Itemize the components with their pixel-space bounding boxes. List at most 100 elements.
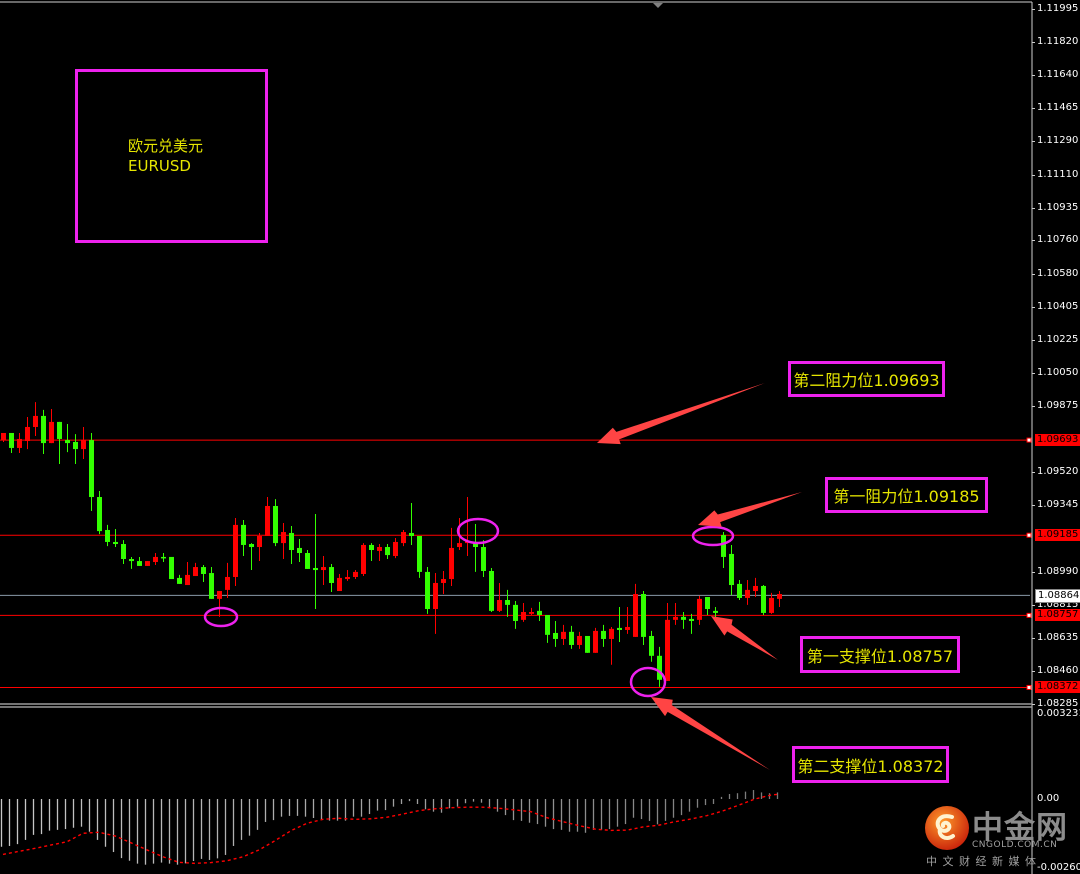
- price-tick-label: 1.10050: [1037, 367, 1079, 379]
- candle: [641, 591, 646, 645]
- level-line-handle[interactable]: [1026, 437, 1032, 443]
- candle: [777, 591, 782, 607]
- candle: [265, 497, 270, 536]
- candle-body: [369, 544, 374, 551]
- candle: [169, 556, 174, 580]
- candle: [497, 582, 502, 612]
- candle-body: [345, 576, 350, 580]
- price-tick-mark: [1032, 340, 1035, 342]
- level-line-handle[interactable]: [1026, 612, 1032, 618]
- candle-body: [633, 594, 638, 637]
- candle: [321, 556, 326, 586]
- price-tick-mark: [1032, 604, 1035, 606]
- price-tick-mark: [1032, 141, 1035, 143]
- candle: [217, 591, 222, 617]
- candle: [241, 520, 246, 557]
- candle-body: [481, 547, 486, 571]
- candle: [665, 603, 670, 681]
- price-tick-label: 1.11110: [1037, 168, 1079, 180]
- candle-body: [625, 626, 630, 630]
- price-tick-mark: [1032, 406, 1035, 407]
- price-tick-label: 1.10935: [1037, 201, 1079, 213]
- candle: [737, 579, 742, 601]
- candle: [657, 646, 662, 687]
- candle: [201, 564, 206, 583]
- candle: [177, 574, 182, 584]
- candle: [369, 543, 374, 562]
- candle: [313, 514, 318, 609]
- candle-body: [545, 614, 550, 635]
- price-tick-label: 1.09520: [1037, 466, 1079, 478]
- candle-body: [505, 600, 510, 605]
- candle-body: [49, 421, 54, 444]
- price-tick-mark: [1032, 240, 1035, 242]
- price-tick-label: 1.10580: [1037, 267, 1079, 279]
- candle: [33, 402, 38, 436]
- resistance-1-label: 第一阻力位1.09185: [825, 477, 988, 513]
- candle: [273, 499, 278, 547]
- candle: [681, 611, 686, 629]
- price-tick-mark: [1032, 273, 1035, 275]
- candle-body: [649, 635, 654, 656]
- candle-body: [9, 432, 14, 448]
- candle: [209, 567, 214, 599]
- candle: [409, 503, 414, 545]
- candle: [393, 538, 398, 559]
- candle-body: [41, 415, 46, 444]
- cngold-logo: 中金网 CNGOLD.COM.CN 中 文 财 经 新 媒 体: [918, 800, 1078, 872]
- candle-body: [569, 631, 574, 645]
- level-line-handle[interactable]: [1026, 684, 1032, 690]
- candle-body: [233, 524, 238, 577]
- highlight-ellipse: [691, 525, 735, 547]
- candle: [233, 517, 238, 586]
- candle-body: [105, 529, 110, 542]
- price-tick-label: 1.11995: [1037, 3, 1079, 14]
- candle: [545, 614, 550, 643]
- candle: [609, 626, 614, 665]
- price-tick-label: 1.08990: [1037, 565, 1079, 577]
- candle: [633, 583, 638, 637]
- candle-body: [553, 632, 558, 639]
- price-tick-label: 1.09345: [1037, 499, 1079, 511]
- candle: [193, 562, 198, 577]
- candle-body: [145, 561, 150, 566]
- candle: [401, 529, 406, 547]
- candle: [481, 540, 486, 577]
- candle-body: [513, 604, 518, 621]
- chart-shift-marker-icon[interactable]: [653, 3, 663, 8]
- candle-body: [73, 441, 78, 450]
- macd-signal-line: [2, 793, 780, 865]
- candle-body: [585, 635, 590, 653]
- candle-body: [289, 532, 294, 551]
- highlight-ellipse: [456, 517, 500, 545]
- current-price-label: 1.08864: [1035, 589, 1080, 604]
- candle: [617, 606, 622, 642]
- candle-body: [65, 440, 70, 444]
- candle-body: [1, 432, 6, 441]
- price-tick-label: 1.08635: [1037, 632, 1079, 644]
- candle-body: [257, 535, 262, 548]
- price-tick-mark: [1032, 472, 1035, 474]
- candle: [769, 592, 774, 614]
- candle-body: [665, 619, 670, 681]
- level-line-handle[interactable]: [1026, 532, 1032, 538]
- candle: [97, 491, 102, 535]
- candle: [553, 620, 558, 647]
- candle: [513, 600, 518, 629]
- arrow-to-support-2: [651, 697, 770, 770]
- macd-axis-max: 0.003231: [1037, 708, 1080, 719]
- price-tick-label: 1.08815: [1037, 598, 1079, 610]
- candle: [289, 526, 294, 565]
- candle: [753, 577, 758, 598]
- price-tick-mark: [1032, 373, 1035, 375]
- candle-body: [33, 415, 38, 427]
- price-tick-mark: [1032, 41, 1035, 43]
- candle-body: [17, 438, 22, 448]
- candle: [417, 535, 422, 578]
- candle-body: [121, 544, 126, 559]
- candle-body: [217, 591, 222, 599]
- arrow-to-resistance-1: [698, 492, 802, 527]
- price-tick-label: 1.09875: [1037, 400, 1079, 411]
- candle-body: [657, 655, 662, 680]
